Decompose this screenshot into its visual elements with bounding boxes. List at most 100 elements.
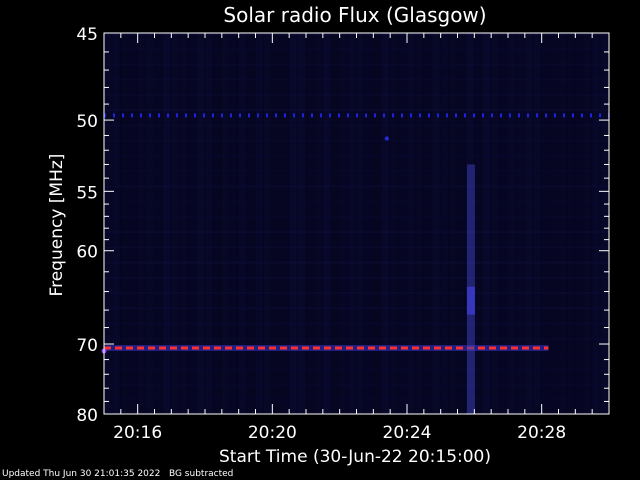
footer-status: Updated Thu Jun 30 21:01:35 2022 BG subt… bbox=[2, 469, 233, 479]
heatmap-column bbox=[213, 33, 221, 414]
heatmap-column bbox=[263, 33, 272, 414]
plot-area bbox=[101, 33, 609, 414]
heatmap-row bbox=[104, 200, 609, 203]
heatmap-column bbox=[583, 33, 592, 414]
heatmap-column bbox=[449, 33, 457, 414]
heatmap-column bbox=[407, 33, 415, 414]
heatmap-column bbox=[600, 33, 608, 414]
heatmap-column bbox=[306, 33, 314, 414]
heatmap-column bbox=[171, 33, 179, 414]
heatmap-column bbox=[457, 33, 465, 414]
heatmap-row bbox=[104, 322, 609, 325]
heatmap-column bbox=[179, 33, 188, 414]
heatmap-column bbox=[550, 33, 558, 414]
heatmap-column bbox=[524, 33, 533, 414]
heatmap-column bbox=[482, 33, 491, 414]
heatmap-column bbox=[541, 33, 550, 414]
heatmap-column bbox=[112, 33, 120, 414]
footer-updated: Updated Thu Jun 30 21:01:35 2022 bbox=[2, 469, 161, 479]
heatmap-column bbox=[162, 33, 171, 414]
heatmap-column bbox=[137, 33, 146, 414]
axes: 45 50 55 60 70 80 20:16 20:20 20:24 20:28 bbox=[76, 25, 610, 443]
footer-bg-note: BG subtracted bbox=[168, 469, 234, 479]
heatmap-column bbox=[491, 33, 499, 414]
heatmap-column bbox=[238, 33, 247, 414]
heatmap-row bbox=[104, 170, 609, 173]
heatmap-column bbox=[129, 33, 137, 414]
heatmap-column bbox=[348, 33, 356, 414]
heatmap-column bbox=[533, 33, 541, 414]
heatmap-column bbox=[230, 33, 238, 414]
heatmap-column bbox=[398, 33, 406, 414]
heatmap-row bbox=[104, 124, 609, 127]
heatmap-column bbox=[255, 33, 263, 414]
chart-title: Solar radio Flux (Glasgow) bbox=[223, 3, 486, 27]
heatmap-column bbox=[120, 33, 129, 414]
heatmap-noise bbox=[104, 33, 609, 414]
heatmap-row bbox=[104, 215, 609, 218]
feature-burst-core bbox=[466, 286, 475, 315]
heatmap-row bbox=[104, 63, 609, 66]
heatmap-row bbox=[104, 353, 609, 355]
heatmap-column bbox=[339, 33, 348, 414]
x-tick-label: 20:28 bbox=[517, 423, 566, 443]
heatmap-column bbox=[508, 33, 516, 414]
y-tick-label: 80 bbox=[76, 406, 98, 426]
heatmap-row bbox=[104, 154, 609, 157]
heatmap-column bbox=[499, 33, 507, 414]
heatmap-row bbox=[104, 383, 609, 386]
heatmap-column bbox=[364, 33, 373, 414]
heatmap-row bbox=[104, 93, 609, 96]
heatmap-column bbox=[373, 33, 381, 414]
y-tick-label: 45 bbox=[76, 25, 98, 45]
heatmap-column bbox=[280, 33, 289, 414]
heatmap-row bbox=[104, 368, 609, 371]
heatmap-row bbox=[104, 398, 609, 401]
heatmap-column bbox=[474, 33, 482, 414]
heatmap-column bbox=[314, 33, 322, 414]
y-tick-label: 70 bbox=[76, 336, 98, 356]
heatmap-column bbox=[592, 33, 600, 414]
heatmap-column bbox=[390, 33, 398, 414]
heatmap-column bbox=[322, 33, 331, 414]
heatmap-row bbox=[104, 307, 609, 310]
heatmap-row bbox=[104, 78, 609, 81]
heatmap-column bbox=[154, 33, 162, 414]
x-axis-label: Start Time (30-Jun-22 20:15:00) bbox=[219, 447, 491, 467]
y-axis-label: Frequency [MHz] bbox=[47, 154, 67, 297]
heatmap-column bbox=[297, 33, 305, 414]
heatmap-column bbox=[558, 33, 566, 414]
heatmap-column bbox=[440, 33, 449, 414]
heatmap-column bbox=[575, 33, 583, 414]
heatmap-row bbox=[104, 231, 609, 234]
heatmap-column bbox=[423, 33, 432, 414]
heatmap-row bbox=[104, 292, 609, 295]
heatmap-column bbox=[415, 33, 423, 414]
heatmap-column bbox=[272, 33, 280, 414]
heatmap-row bbox=[104, 337, 609, 340]
heatmap-row bbox=[104, 276, 609, 279]
heatmap-column bbox=[196, 33, 204, 414]
heatmap-column bbox=[221, 33, 230, 414]
y-tick-label: 50 bbox=[76, 112, 98, 132]
heatmap-row bbox=[104, 109, 609, 112]
x-tick-label: 20:16 bbox=[113, 423, 162, 443]
heatmap-column bbox=[381, 33, 390, 414]
heatmap-column bbox=[247, 33, 255, 414]
x-tick-label: 20:20 bbox=[248, 423, 297, 443]
heatmap-column bbox=[146, 33, 154, 414]
heatmap-row bbox=[104, 185, 609, 188]
heatmap-column bbox=[356, 33, 364, 414]
y-tick-label: 55 bbox=[76, 183, 98, 203]
heatmap-column bbox=[516, 33, 524, 414]
heatmap-row bbox=[104, 246, 609, 249]
heatmap-row bbox=[104, 48, 609, 51]
heatmap-column bbox=[104, 33, 112, 414]
heatmap-column bbox=[566, 33, 575, 414]
heatmap-row bbox=[104, 261, 609, 264]
heatmap-column bbox=[289, 33, 297, 414]
heatmap-column bbox=[331, 33, 339, 414]
heatmap-column bbox=[205, 33, 213, 414]
heatmap-column bbox=[432, 33, 440, 414]
